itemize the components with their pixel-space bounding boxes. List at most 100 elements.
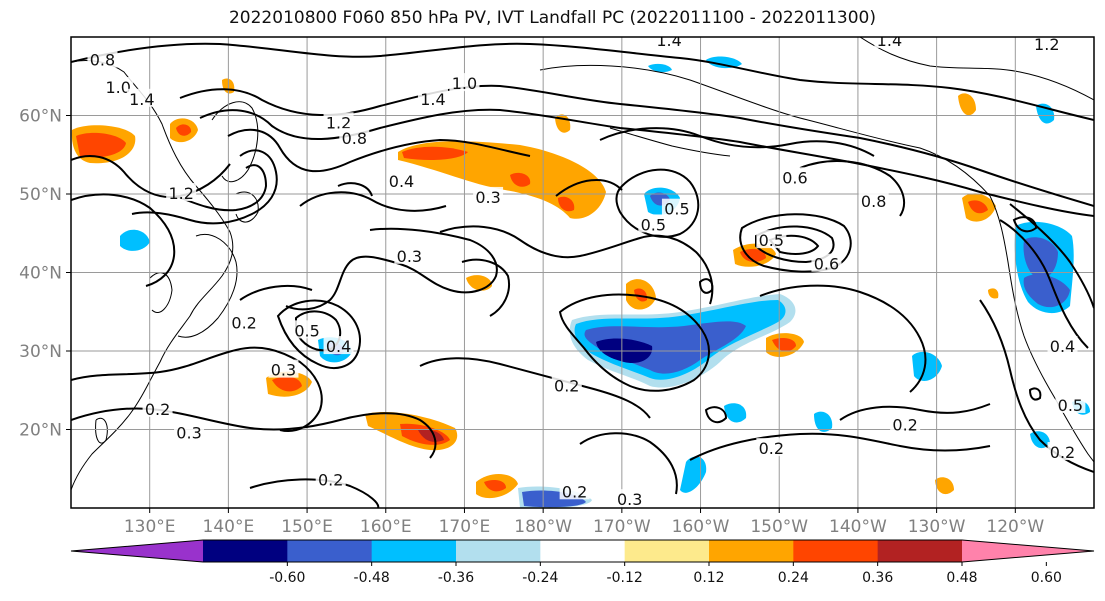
colorbar-tick-label: -0.36 [438, 570, 474, 586]
contour-label: 1.4 [420, 90, 445, 109]
contour-label: 1.4 [656, 31, 681, 50]
pv-contour [704, 406, 728, 424]
lon-tick-label: 130°E [124, 517, 176, 537]
coastline-taiwan [95, 417, 108, 444]
lat-tick-label: 20°N [19, 421, 62, 441]
contour-label: 0.6 [782, 168, 807, 187]
coastline-north-america [989, 195, 1094, 463]
contour-label: 0.5 [664, 200, 689, 219]
contour-label: 0.2 [562, 482, 587, 501]
contour-label-bg [166, 183, 197, 201]
contour-label-bg [315, 469, 346, 488]
contour-label: 1.2 [1034, 35, 1059, 54]
contour-labels: 0.81.01.41.21.21.41.00.80.40.30.30.2 0.50… [87, 31, 1086, 509]
contour-label: 0.5 [759, 231, 784, 250]
contour-label-bg [811, 253, 842, 272]
pv-contour [239, 284, 313, 301]
ivt-anomaly-positive [772, 338, 796, 352]
contour-label: 1.2 [326, 113, 351, 132]
ivt-anomaly-positive [402, 146, 468, 160]
contour-label-bg [386, 171, 417, 190]
gridlines [71, 37, 1094, 508]
pv-contour [285, 227, 498, 311]
contour-label: 1.4 [129, 90, 154, 109]
contour-label: 0.5 [1058, 396, 1083, 415]
colorbar-bin [371, 540, 457, 562]
coastline-aleutian [609, 127, 731, 157]
contour-label: 1.2 [168, 184, 193, 203]
pv-contour [599, 127, 875, 157]
lon-tick-label: 140°W [829, 517, 887, 537]
pv-contour [299, 191, 447, 212]
pv-contour [558, 293, 710, 392]
pv-contour [615, 168, 700, 238]
ivt-anomaly-positive [634, 288, 648, 302]
pv-contour [71, 155, 231, 198]
ivt-anomaly-positive [418, 429, 444, 442]
contour-label-bg [323, 112, 354, 131]
lat-tick-label: 30°N [19, 342, 62, 362]
pv-contour [337, 182, 373, 197]
lon-tick-label: 140°E [203, 517, 255, 537]
ivt-anomaly-positive [176, 124, 192, 136]
ivt-anomaly-positive [484, 480, 506, 492]
contour-label: 0.2 [145, 400, 170, 419]
contour-label: 0.4 [1050, 337, 1075, 356]
colorbar-tick-label: -0.60 [269, 570, 305, 586]
pv-contour [419, 357, 651, 419]
coastline-kamchatka [211, 101, 259, 183]
ivt-anomaly-positive [510, 172, 531, 187]
contour-label-bg [779, 167, 810, 186]
pv-contour [689, 432, 991, 461]
contour-label-bg [142, 398, 173, 417]
pv-contour [131, 149, 278, 225]
contour-label: 0.3 [617, 490, 642, 509]
colorbar-extend-max [962, 540, 1094, 562]
ivt-anomaly-positive [988, 288, 999, 299]
axis-ticks: 60°N 50°N 40°N 30°N 20°N 130°E 140°E 150°E 160°E… [19, 107, 1044, 538]
contour-label: 0.8 [861, 192, 886, 211]
contour-label-bg [756, 438, 787, 457]
ivt-anomaly-positive [558, 196, 575, 212]
contour-label-bg [661, 198, 692, 217]
colorbar-tick-label: 0.12 [693, 570, 724, 586]
contour-label-bg [87, 49, 118, 68]
pv-contour [698, 278, 714, 294]
lat-tick-label: 50°N [19, 185, 62, 205]
colorbar-bin [540, 540, 626, 562]
contour-label-bg [551, 375, 582, 394]
pv-contour [555, 178, 623, 197]
colorbar-bin [287, 540, 373, 562]
contour-label-bg [654, 37, 685, 48]
pv-contour [1012, 216, 1038, 233]
contour-label: 0.3 [271, 361, 296, 380]
contour-label: 0.2 [318, 471, 343, 490]
colorbar-bin [456, 540, 541, 562]
contour-label-bg [614, 489, 645, 508]
colorbar-tick-label: -0.24 [522, 570, 558, 586]
colorbar-bin [709, 540, 794, 562]
pv-contour [179, 84, 1094, 207]
lon-tick-label: 120°W [986, 517, 1044, 537]
colorbar-tick-label: 0.36 [862, 570, 893, 586]
ivt-anomaly-negative [120, 229, 150, 251]
colorbar-tick-label: 0.24 [778, 570, 809, 586]
ivt-anomaly-positive [398, 141, 606, 219]
pv-contour [1028, 387, 1042, 401]
contour-label: 0.5 [641, 215, 666, 234]
colorbar-tick-label: -0.12 [607, 570, 643, 586]
pv-contour [249, 478, 380, 508]
contour-label-bg [858, 190, 889, 209]
pv-contour [839, 403, 991, 421]
colorbar-tick-label: -0.48 [354, 570, 390, 586]
colorbar-tick-label: 0.48 [946, 570, 977, 586]
contour-label-bg [417, 88, 448, 107]
colorbar-bin [793, 540, 879, 562]
ivt-anomaly-negative [706, 56, 742, 69]
coastline-japan [177, 234, 238, 338]
lon-tick-label: 160°E [360, 517, 412, 537]
ivt-anomaly-positive [740, 248, 766, 262]
colorbar-bin [624, 540, 710, 562]
